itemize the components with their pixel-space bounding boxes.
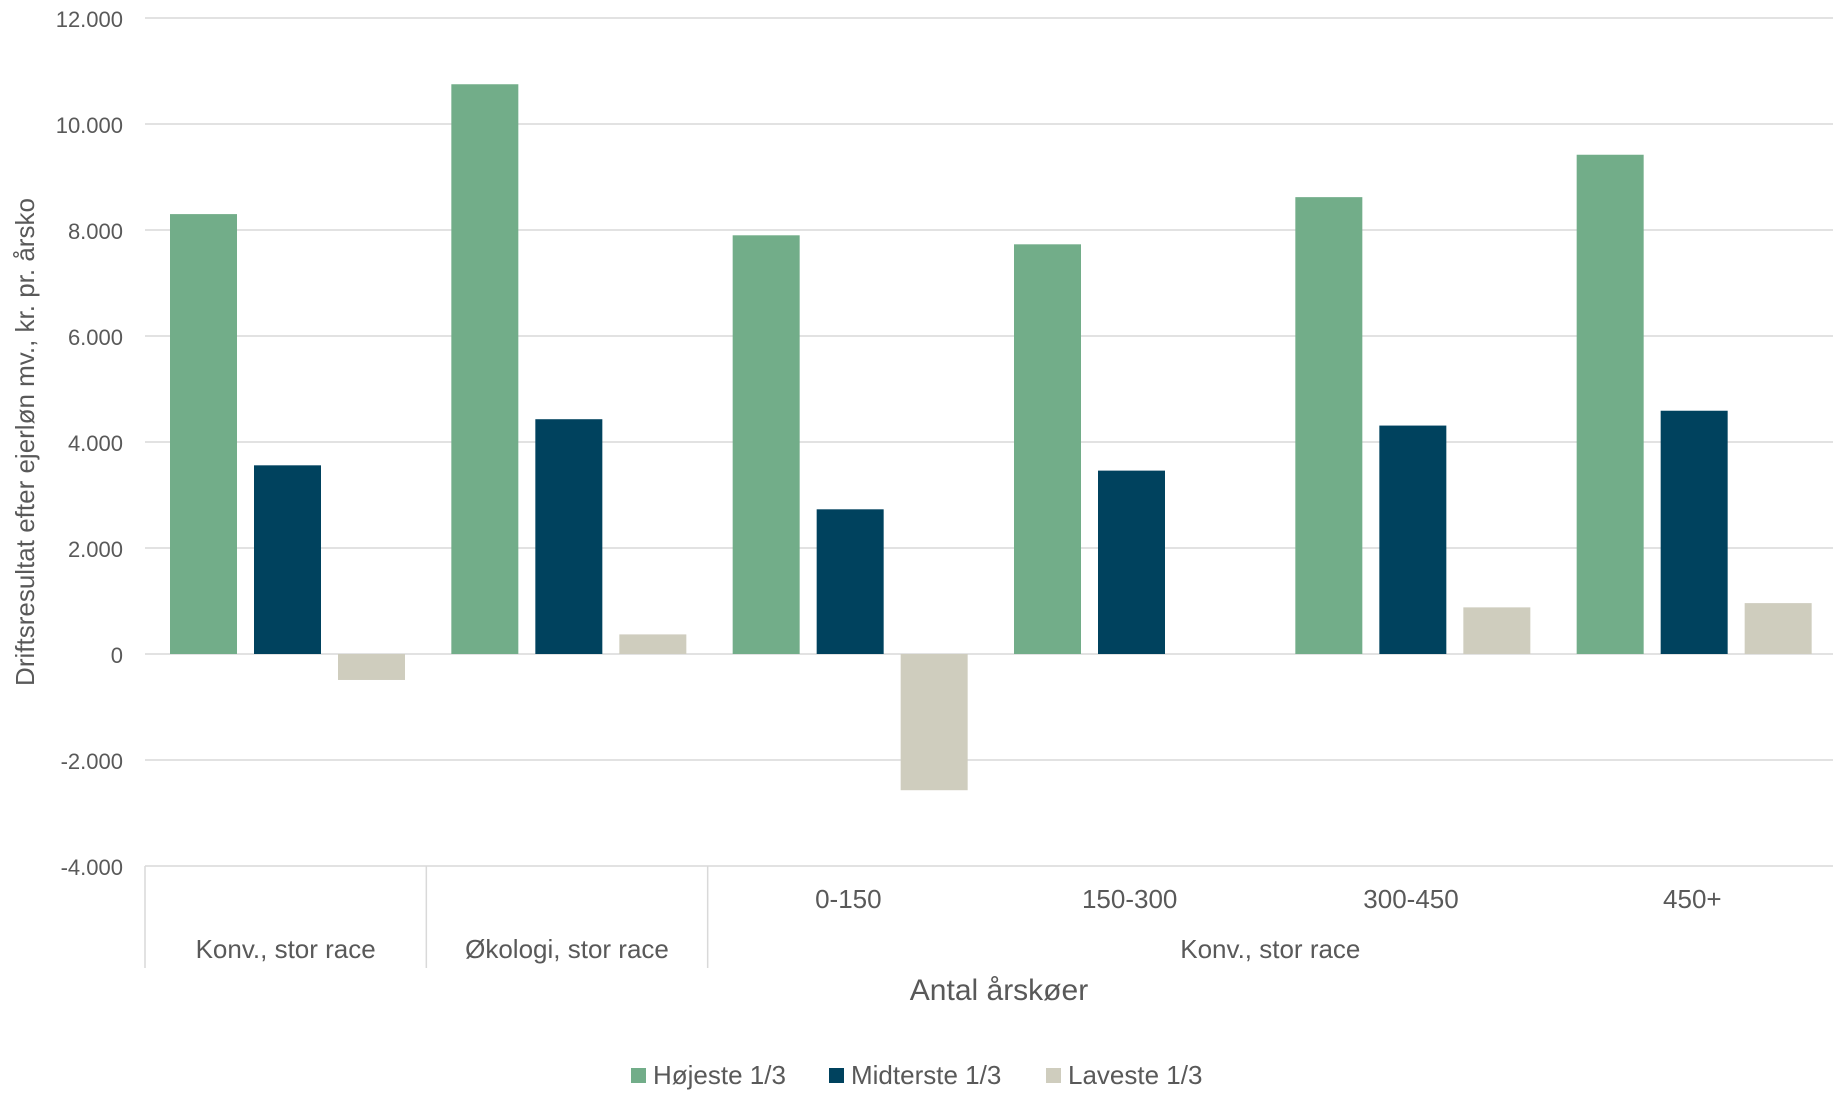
bar-højeste-1-3-2 [732, 235, 800, 655]
bar-midterste-1-3-1 [535, 419, 603, 654]
x-group-label: Økologi, stor race [465, 934, 669, 964]
x-axis: 0-150 150-300 300-450 450+ Konv., stor race Ø… [144, 866, 1722, 968]
bar-midterste-1-3-0 [254, 465, 321, 654]
y-axis-title: Driftsresultat efter ejerløn mv., kr. pr… [10, 198, 40, 686]
bar-højeste-1-3-4 [1295, 197, 1363, 654]
legend-swatch [829, 1068, 844, 1083]
bar-midterste-1-3-2 [816, 509, 884, 654]
bar-højeste-1-3-5 [1576, 154, 1644, 655]
gridlines [145, 17, 1833, 867]
legend: Højeste 1/3 Midterste 1/3 Laveste 1/3 [631, 1060, 1202, 1090]
x-group-label: Konv., stor race [196, 934, 376, 964]
y-tick-label: -2.000 [61, 749, 123, 774]
bar-højeste-1-3-0 [170, 214, 237, 654]
x-tick-label: 150-300 [1082, 884, 1177, 914]
legend-label: Midterste 1/3 [851, 1060, 1001, 1090]
bar-laveste-1-3-4 [1463, 607, 1531, 654]
y-axis-ticks: 12.000 10.000 8.000 6.000 4.000 2.000 0 -2.000 -… [56, 7, 123, 880]
legend-swatch [631, 1068, 646, 1083]
y-tick-label: 4.000 [68, 431, 123, 456]
bar-midterste-1-3-5 [1660, 410, 1728, 654]
bar-laveste-1-3-2 [900, 654, 968, 791]
bar-højeste-1-3-3 [1014, 244, 1081, 654]
legend-label: Laveste 1/3 [1068, 1060, 1202, 1090]
y-tick-label: 10.000 [56, 113, 123, 138]
bar-midterste-1-3-4 [1379, 425, 1447, 654]
y-tick-label: 2.000 [68, 537, 123, 562]
y-tick-label: 0 [111, 643, 123, 668]
x-axis-title: Antal årskøer [910, 974, 1088, 1007]
y-tick-label: 8.000 [68, 219, 123, 244]
x-group-label: Konv., stor race [1180, 934, 1360, 964]
y-tick-label: 12.000 [56, 7, 123, 32]
y-tick-label: -4.000 [61, 855, 123, 880]
bars [170, 84, 1812, 791]
bar-laveste-1-3-0 [338, 654, 405, 680]
x-tick-label: 300-450 [1363, 884, 1458, 914]
y-tick-label: 6.000 [68, 325, 123, 350]
bar-laveste-1-3-1 [619, 634, 687, 654]
bar-laveste-1-3-5 [1744, 603, 1812, 654]
legend-label: Højeste 1/3 [653, 1060, 786, 1090]
bar-højeste-1-3-1 [451, 84, 519, 654]
x-tick-label: 450+ [1663, 884, 1722, 914]
bar-midterste-1-3-3 [1098, 470, 1165, 654]
x-tick-label: 0-150 [815, 884, 882, 914]
legend-swatch [1046, 1068, 1061, 1083]
